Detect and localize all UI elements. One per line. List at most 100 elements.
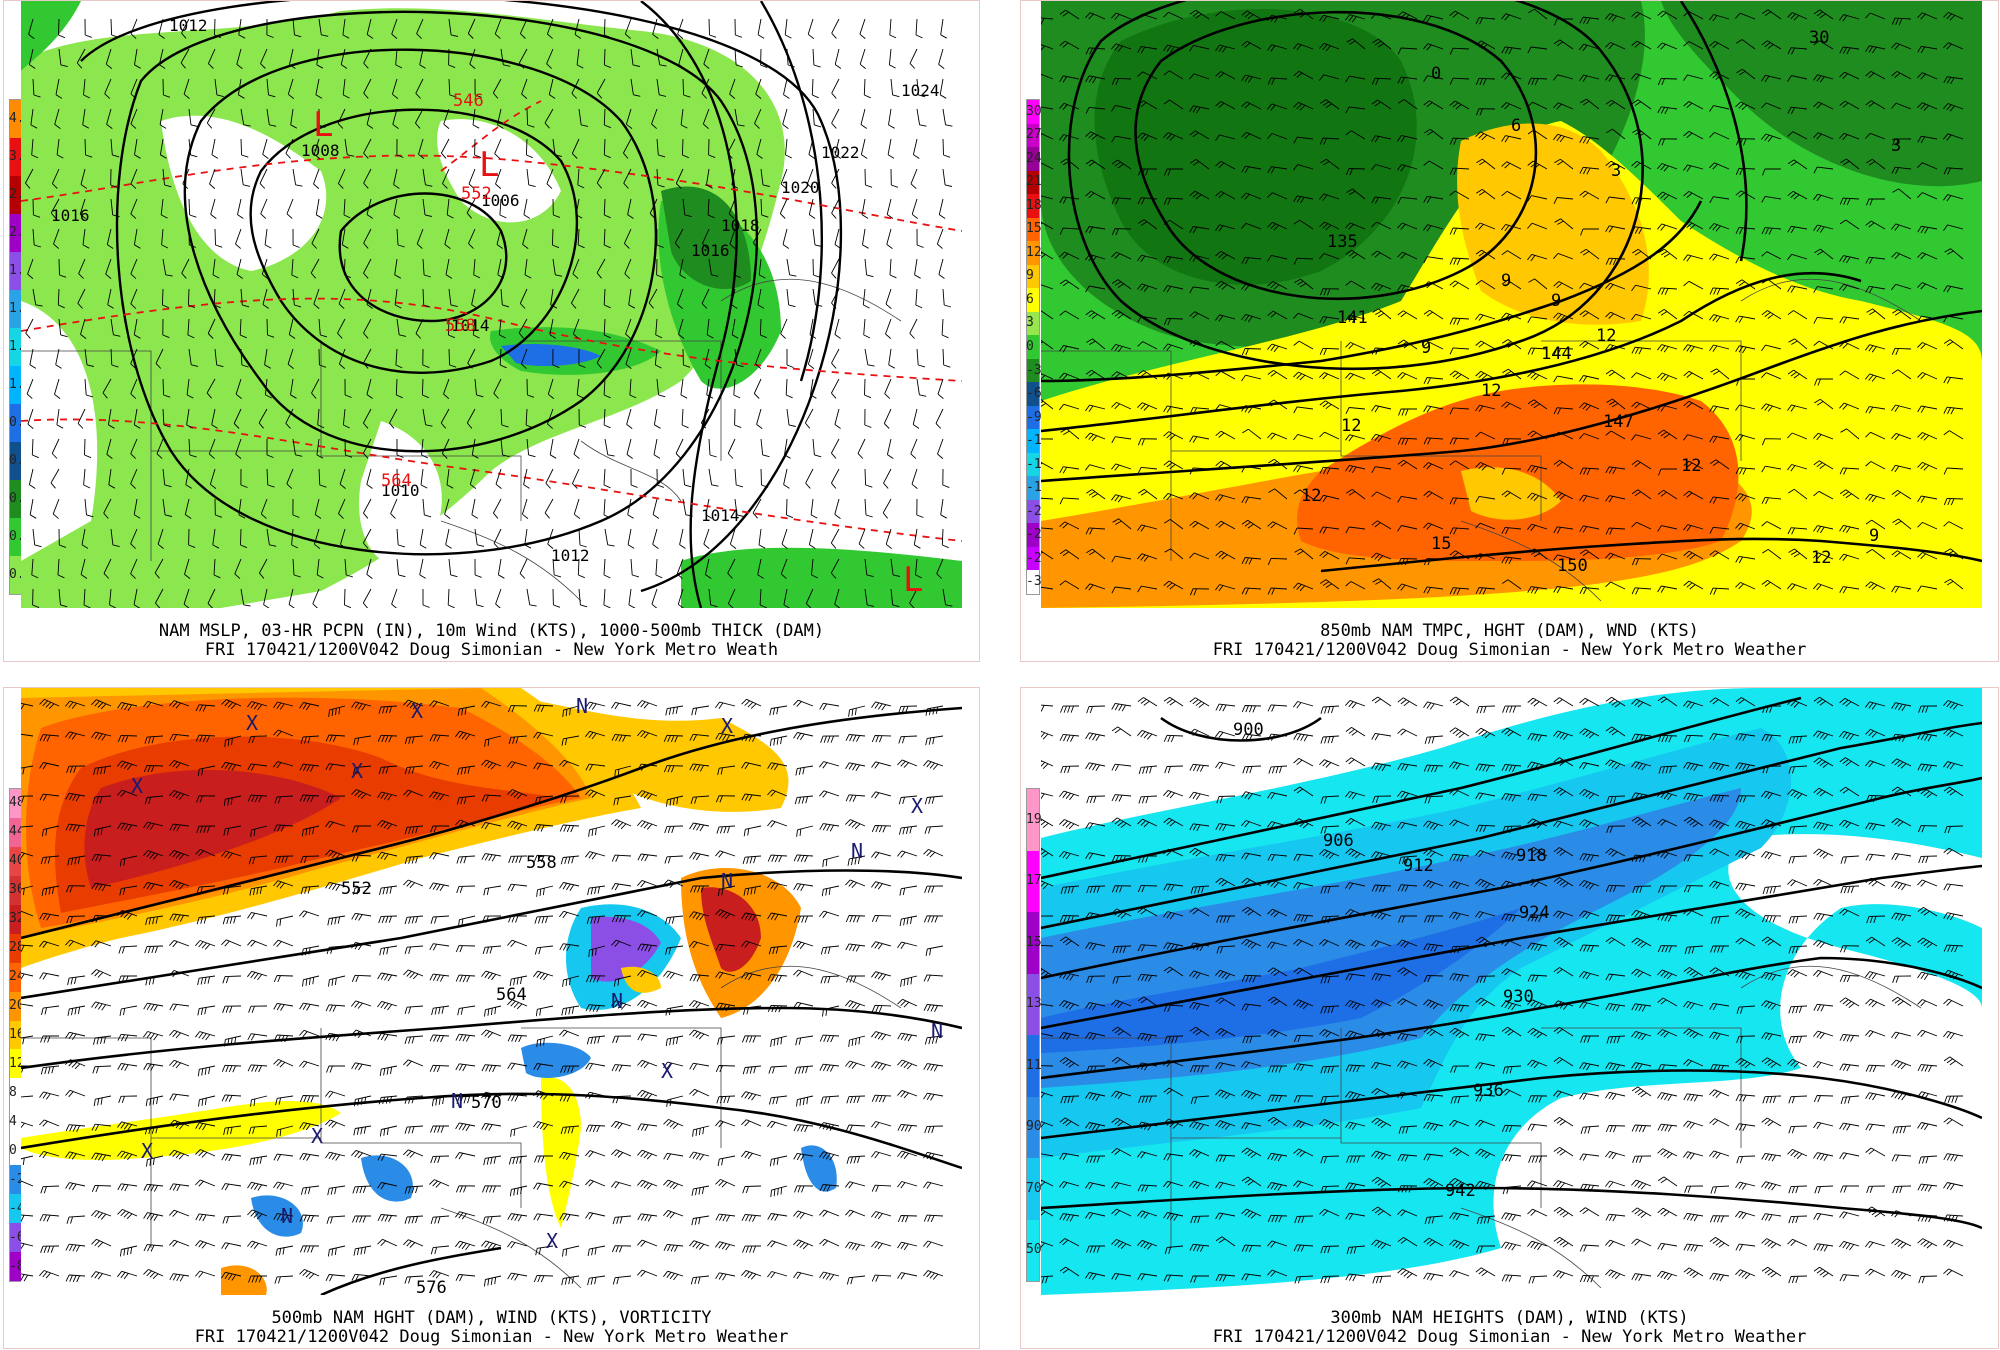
- wind-barb: [91, 969, 112, 978]
- wind-barb: [169, 1239, 190, 1247]
- wind-barb: [1917, 342, 1938, 350]
- wind-barb: [325, 881, 346, 891]
- wind-barb: [1631, 1003, 1652, 1012]
- wind-barb: [196, 795, 216, 803]
- wind-barb: [1189, 130, 1210, 140]
- wind-barb: [716, 825, 736, 834]
- wind-barb: [808, 528, 816, 549]
- wind-barb: [481, 1091, 502, 1101]
- wind-barb: [1553, 554, 1574, 561]
- wind-barb: [888, 48, 896, 69]
- wind-barb: [117, 702, 138, 711]
- colorbar-swatch: [1027, 288, 1039, 312]
- wind-barb: [1605, 1269, 1626, 1280]
- wind-barb: [209, 168, 216, 189]
- wind-barb: [1293, 882, 1314, 890]
- wind-barb: [1086, 1065, 1106, 1073]
- wind-barb: [715, 1120, 736, 1128]
- wind-barb: [1475, 40, 1496, 50]
- colorbar-swatch: [10, 991, 22, 1021]
- wind-barb: [1943, 406, 1964, 415]
- wind-barb: [1501, 223, 1522, 232]
- wind-barb: [472, 318, 480, 339]
- height-label: 930: [1503, 987, 1534, 1007]
- wind-barb: [1190, 159, 1210, 170]
- wind-barb: [77, 408, 86, 429]
- wind-barb: [1839, 402, 1860, 410]
- wind-barb: [1943, 1239, 1964, 1249]
- wind-barb: [819, 1271, 840, 1281]
- wind-barb: [1397, 196, 1418, 204]
- wind-barb: [91, 1123, 112, 1132]
- wind-barb: [1527, 430, 1548, 440]
- wind-barb: [831, 468, 840, 489]
- wind-barb: [1761, 227, 1782, 235]
- wind-barb: [182, 168, 190, 189]
- wind-barb: [187, 318, 195, 339]
- wind-barb: [65, 1124, 86, 1133]
- wind-barb: [1241, 587, 1262, 595]
- wind-barb: [561, 1275, 580, 1286]
- wind-barb: [352, 825, 372, 833]
- colorbar-label: 8: [9, 1084, 17, 1100]
- wind-barb: [656, 78, 667, 97]
- wind-barb: [1111, 279, 1132, 290]
- wind-barb: [848, 1035, 866, 1047]
- wind-barb: [544, 498, 554, 519]
- wind-barb: [1501, 438, 1522, 446]
- wind-barb: [1813, 730, 1834, 740]
- wind-barb: [1735, 39, 1756, 50]
- wind-barb: [637, 909, 658, 918]
- wind-barb: [846, 1155, 866, 1164]
- wind-barb: [664, 915, 684, 925]
- wind-barb: [39, 1119, 60, 1127]
- wind-barb: [221, 1094, 242, 1102]
- wind-barb: [144, 735, 164, 744]
- wind-barb: [484, 1005, 502, 1017]
- wind-barb: [1527, 195, 1548, 202]
- wind-barb: [767, 1271, 788, 1279]
- wind-barb: [676, 558, 684, 579]
- wind-barb: [1631, 1238, 1652, 1247]
- wind-barb: [363, 258, 372, 279]
- wind-barb: [1475, 131, 1496, 141]
- wind-barb: [914, 258, 921, 279]
- wind-barb: [1527, 523, 1548, 531]
- wind-barb: [1267, 941, 1288, 949]
- wind-barb: [326, 945, 346, 955]
- wind-barb: [312, 588, 320, 608]
- vort-min-n: N: [931, 1019, 943, 1043]
- wind-barb: [223, 795, 242, 807]
- wind-barb: [1137, 132, 1158, 142]
- wind-barb: [1917, 252, 1938, 260]
- wind-barb: [1735, 433, 1756, 442]
- wind-barb: [663, 970, 684, 979]
- wind-barb: [21, 765, 34, 775]
- wind-barb: [1866, 308, 1886, 320]
- wind-barb: [678, 48, 685, 69]
- wind-barb: [237, 78, 245, 99]
- wind-barb: [481, 1029, 502, 1039]
- colorbar-swatch: [10, 518, 22, 556]
- wind-barb: [391, 18, 398, 39]
- wind-barb: [328, 975, 346, 987]
- wind-barb: [900, 975, 918, 987]
- wind-barb: [923, 915, 944, 923]
- wind-barb: [315, 78, 323, 99]
- wind-barb: [1476, 1245, 1496, 1253]
- wind-barb: [247, 1181, 268, 1191]
- wind-barb: [310, 258, 320, 279]
- wind-barb: [169, 790, 190, 800]
- wind-barb: [1475, 1267, 1496, 1277]
- wind-barb: [1345, 464, 1366, 474]
- wind-barb: [1917, 521, 1938, 530]
- wind-barb: [197, 1005, 216, 1016]
- wind-barb: [1345, 1030, 1366, 1039]
- wind-barb: [1059, 466, 1080, 474]
- wind-barb: [158, 18, 165, 39]
- wind-barb: [313, 138, 321, 159]
- wind-barb: [1553, 312, 1574, 322]
- colorbar-label: 9: [1026, 268, 1034, 284]
- colorbar-swatch: [1027, 1158, 1039, 1220]
- wind-barb: [221, 699, 242, 710]
